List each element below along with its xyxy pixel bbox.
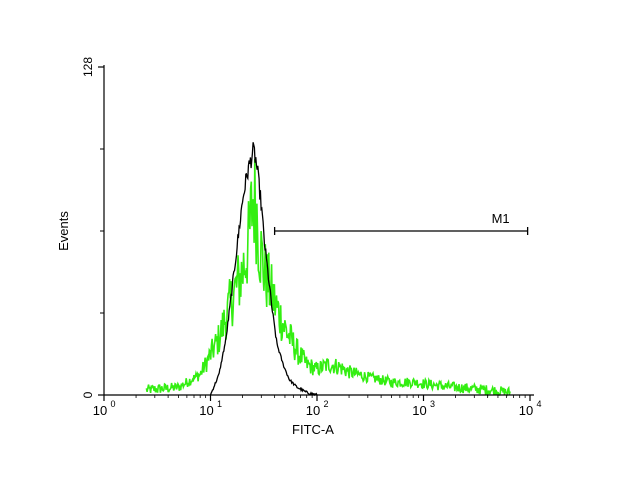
y-tick: 128 [81,57,104,77]
x-tick-label: 10 [412,403,426,418]
y-tick-label: 0 [81,391,95,398]
x-tick-exponent: 2 [323,399,328,409]
x-tick: 10 3 [412,395,435,418]
control-series-line [209,142,318,397]
x-tick: 10 2 [306,395,329,418]
x-tick-exponent: 3 [430,399,435,409]
x-tick-exponent: 0 [110,399,115,409]
y-axis-ticks: 0 128 [81,57,104,398]
x-tick: 10 1 [199,395,222,418]
y-tick-label: 128 [81,57,95,77]
x-tick-exponent: 4 [536,399,541,409]
x-tick: 10 4 [519,395,542,418]
x-tick-label: 10 [519,403,533,418]
marker-label: M1 [492,211,510,226]
x-tick-exponent: 1 [217,399,222,409]
x-tick-label: 10 [199,403,213,418]
x-axis-ticks: 10 0 10 1 10 2 10 3 10 4 [93,395,542,418]
y-axis-label: Events [56,211,71,251]
x-axis-label: FITC-A [292,422,334,437]
sample-series-line [145,158,511,398]
y-tick: 0 [81,391,104,398]
x-tick-label: 10 [306,403,320,418]
marker-m1: M1 [273,211,529,235]
series-layer [145,142,511,398]
x-tick-label: 10 [93,403,107,418]
x-tick: 10 0 [93,395,116,418]
